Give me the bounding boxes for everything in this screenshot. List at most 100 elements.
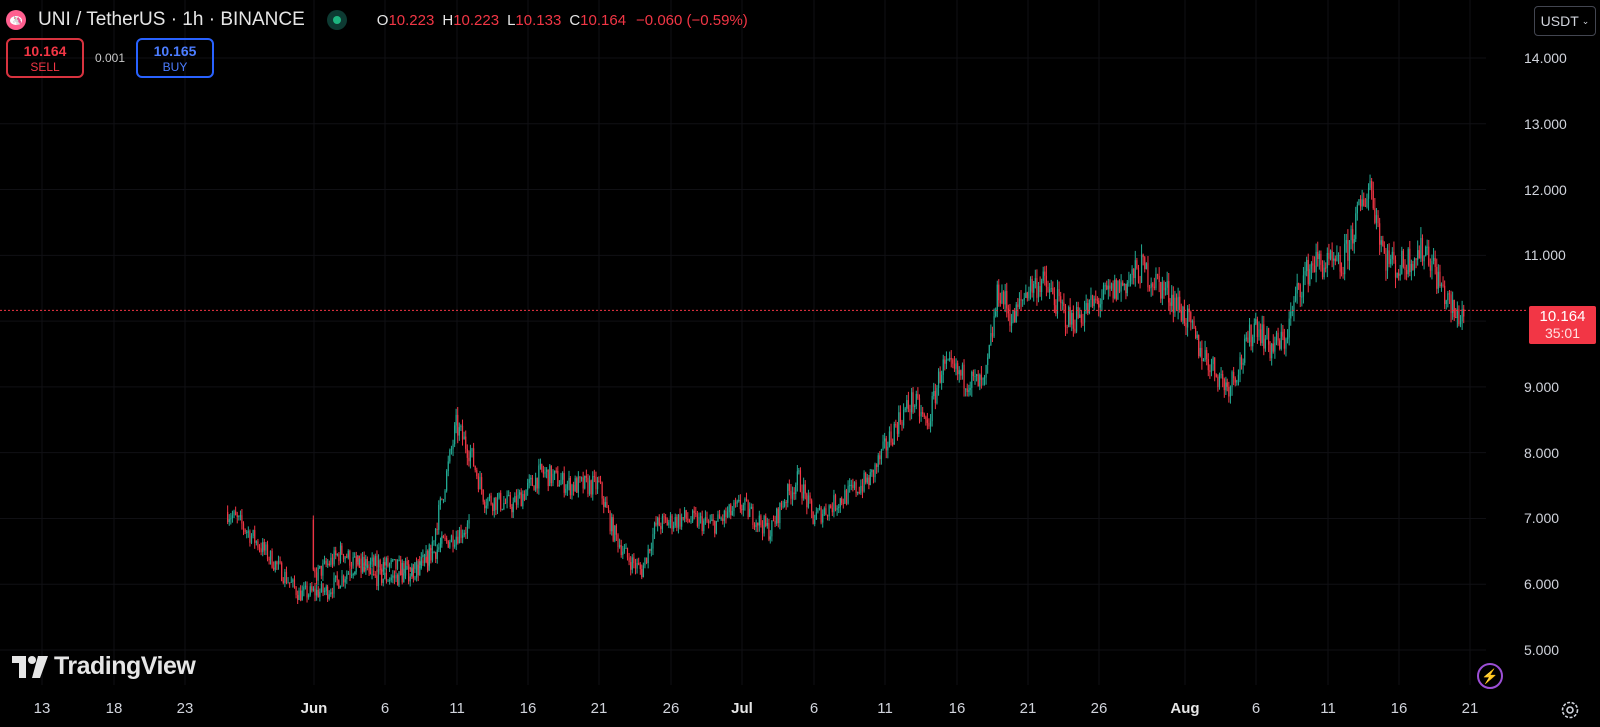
candle-body <box>271 550 273 568</box>
candle-body <box>704 517 706 521</box>
candle-body <box>352 574 354 576</box>
candle-body <box>1453 299 1455 318</box>
candle-body <box>772 520 775 522</box>
candle-body <box>1375 215 1378 223</box>
candle-body <box>996 284 998 312</box>
candle-body <box>906 400 908 409</box>
sell-button[interactable]: 10.164 SELL <box>6 38 84 78</box>
candle-body <box>1256 319 1258 338</box>
candle-body <box>1248 324 1251 343</box>
candle-body <box>1042 271 1044 281</box>
candle-body <box>901 421 903 426</box>
candle-body <box>515 496 518 505</box>
candle-body <box>1029 279 1032 292</box>
candle-body <box>895 424 897 426</box>
candle-body <box>438 547 440 550</box>
candle-body <box>720 518 722 520</box>
candle-body <box>752 506 754 525</box>
candle-body <box>265 544 267 551</box>
candle-body <box>403 573 405 583</box>
candle-body <box>945 359 948 364</box>
tradingview-logo-icon <box>12 655 48 678</box>
candle-body <box>657 517 659 525</box>
candle-body <box>1056 289 1059 314</box>
candle-body <box>682 517 684 519</box>
buy-price: 10.165 <box>153 42 197 59</box>
candle-body <box>444 490 446 500</box>
candle-body <box>1174 297 1176 313</box>
candle-body <box>1104 285 1106 287</box>
candle-body <box>701 516 703 532</box>
candle-body <box>1225 382 1227 391</box>
price-axis-label: 8.000 <box>1524 444 1560 461</box>
candle-body <box>857 492 859 494</box>
candle-body <box>960 370 962 376</box>
candle-body <box>592 476 594 495</box>
candle-body <box>1075 306 1078 332</box>
candle-body <box>1385 253 1387 271</box>
candle-body <box>1169 302 1171 306</box>
candle-body <box>233 511 235 516</box>
candle-body <box>276 561 278 565</box>
candle-body <box>284 571 286 583</box>
tradingview-logo[interactable]: TradingView <box>12 652 196 681</box>
candle-body <box>452 444 454 449</box>
candle-body <box>450 535 453 543</box>
candle-body <box>641 569 643 578</box>
settings-gear-icon[interactable] <box>1558 698 1582 722</box>
candle-body <box>303 587 305 591</box>
candle-body <box>476 470 478 477</box>
candle-body <box>823 508 825 515</box>
candle-body <box>349 573 351 575</box>
symbol-title[interactable]: UNI / TetherUS · 1h · BINANCE <box>38 9 305 30</box>
time-axis-label: 6 <box>809 700 819 717</box>
uniswap-logo-icon[interactable]: 🦄 <box>6 10 26 30</box>
candle-body <box>351 574 353 576</box>
candle-body <box>674 517 676 526</box>
candle-body <box>542 469 544 474</box>
candle-body <box>807 495 810 508</box>
candle-body <box>688 520 690 522</box>
candle-body <box>311 586 313 591</box>
candle-body <box>377 569 380 587</box>
candle-body <box>899 412 901 422</box>
candle-body <box>1098 300 1100 308</box>
time-axis-label: 21 <box>1019 700 1037 717</box>
candle-body <box>822 514 824 523</box>
candle-body <box>1026 292 1028 299</box>
candle-body <box>1023 297 1025 300</box>
candle-body <box>982 378 984 380</box>
candle-body <box>795 484 797 495</box>
lightning-icon[interactable]: ⚡ <box>1477 663 1503 689</box>
candle-body <box>457 536 459 544</box>
currency-selector[interactable]: USDT ⌄ <box>1534 6 1596 36</box>
candle-body <box>749 508 751 517</box>
candle-body <box>384 572 386 579</box>
candle-body <box>1096 299 1098 301</box>
candle-body <box>320 565 322 576</box>
candle-body <box>1380 240 1382 245</box>
candle-body <box>1328 252 1330 259</box>
candle-body <box>1452 299 1454 313</box>
candle-body <box>944 359 946 364</box>
candle-body <box>343 575 345 583</box>
candle-body <box>533 485 535 491</box>
candle-body <box>1423 256 1425 262</box>
candle-body <box>798 470 800 472</box>
candle-body <box>414 577 416 579</box>
candle-body <box>401 562 403 576</box>
candle-body <box>766 522 768 526</box>
candle-body <box>885 438 887 451</box>
candle-body <box>385 558 387 566</box>
candle-body <box>1456 309 1458 318</box>
market-status-icon[interactable] <box>326 10 347 30</box>
candle-body <box>519 492 521 495</box>
candle-body <box>557 470 559 487</box>
candle-body <box>830 505 832 508</box>
candle-body <box>508 495 510 497</box>
candle-body <box>1045 275 1047 288</box>
buy-button[interactable]: 10.165 BUY <box>136 38 214 78</box>
candle-body <box>335 550 337 556</box>
candle-body <box>347 550 349 558</box>
